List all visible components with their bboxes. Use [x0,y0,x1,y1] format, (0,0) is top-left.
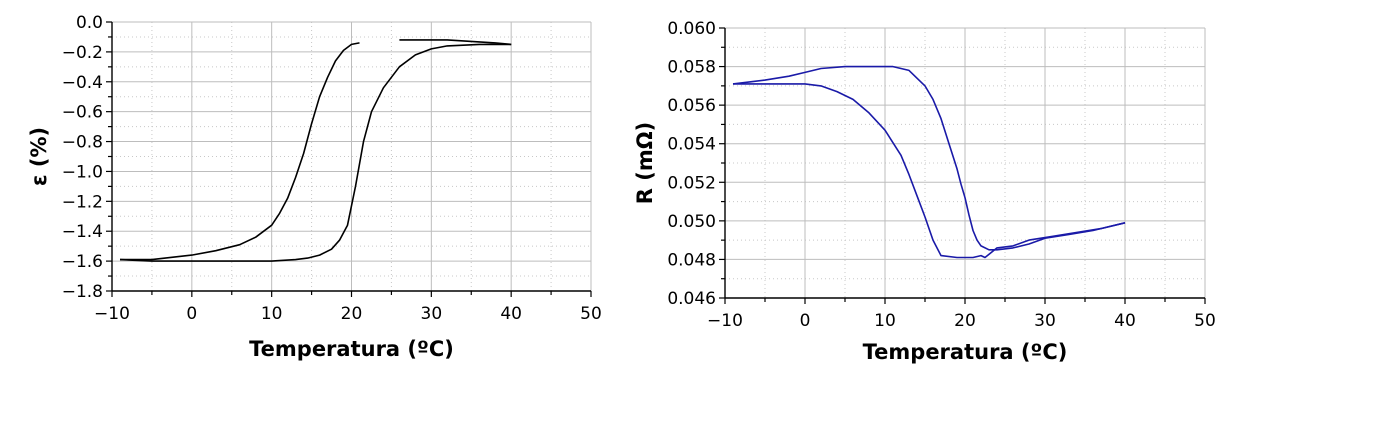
y-tick-label: −1.8 [62,282,103,302]
y-tick-label: −0.2 [62,43,103,63]
y-tick-label: 0.056 [667,96,716,116]
resistance-chart: −10 0 10 20 30 40 50 0.046 0.048 0.050 0.052 0.054 0… [633,19,1216,364]
y-tick-label: −1.6 [62,252,103,272]
x-tick-label: 30 [1034,311,1056,331]
series-line-0 [119,43,512,262]
y-axis-label: ε (%) [27,127,51,186]
y-tick-label: 0.058 [667,58,716,78]
x-tick-label: 50 [1194,311,1216,331]
x-tick-label: 40 [1114,311,1136,331]
y-axis-label: R (mΩ) [633,122,657,204]
y-tick-label: −0.6 [62,103,103,123]
x-tick-label: 10 [261,304,283,324]
x-tick-label: 10 [874,311,896,331]
strain-chart: −10 0 10 20 30 40 50 0.0 −0.2 −0.4 −0.6 −0.8 −1.0 −1.… [27,13,602,361]
y-tick-label: −0.8 [62,133,103,153]
x-tick-label: 0 [800,311,811,331]
series-line-1 [733,83,1126,259]
x-tick-label: 20 [954,311,976,331]
y-tick-label: 0.050 [667,212,716,232]
y-tick-label: 0.048 [667,250,716,270]
x-tick-label: 0 [186,304,197,324]
x-axis-label: Temperatura (ºC) [249,337,454,361]
series-line-1 [399,39,512,46]
y-tick-label: 0.060 [667,19,716,39]
x-tick-label: 40 [500,304,522,324]
x-tick-label: 20 [341,304,363,324]
series-line-2 [120,42,360,261]
y-tick-label: −1.2 [62,192,103,212]
y-tick-label: 0.052 [667,173,716,193]
y-tick-label: −1.4 [62,222,103,242]
x-tick-label: −10 [94,304,130,324]
y-tick-label: −0.4 [62,73,103,93]
x-tick-label: −10 [707,311,743,331]
y-tick-label: −1.0 [62,162,103,182]
x-tick-label: 50 [580,304,602,324]
y-tick-label: 0.046 [667,289,716,309]
y-tick-label: 0.054 [667,135,716,155]
series-line-0 [732,65,1126,251]
y-tick-label: 0.0 [76,13,103,33]
x-tick-label: 30 [421,304,443,324]
x-axis-label: Temperatura (ºC) [863,340,1068,364]
